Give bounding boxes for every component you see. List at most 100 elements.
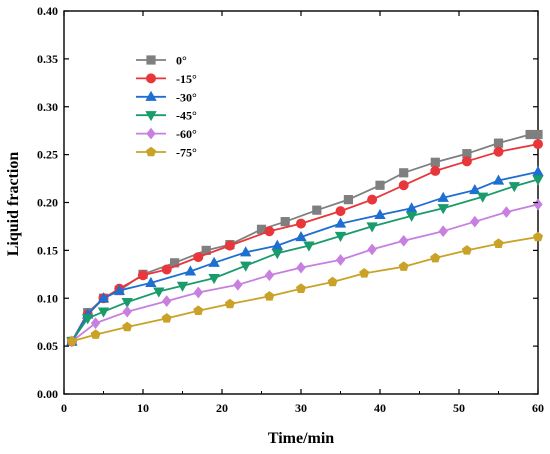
data-point — [264, 226, 275, 237]
data-point — [343, 195, 354, 205]
y-tick-label: 0.40 — [37, 4, 58, 18]
legend-label: 0° — [176, 54, 187, 68]
legend-item: -30° — [136, 90, 197, 104]
y-tick-label: 0.10 — [37, 291, 58, 305]
x-tick-label: 0 — [61, 401, 67, 415]
data-point — [327, 276, 338, 287]
data-point — [82, 314, 94, 325]
data-point — [374, 208, 386, 220]
y-tick-label: 0.15 — [37, 243, 58, 257]
legend-item: -45° — [136, 109, 197, 123]
data-point — [532, 175, 544, 186]
data-point — [240, 246, 252, 257]
data-point — [193, 286, 204, 299]
data-point — [312, 205, 322, 215]
data-point — [303, 241, 315, 252]
legend-label: -45° — [176, 109, 197, 123]
x-tick-label: 50 — [453, 401, 465, 415]
data-point — [208, 274, 220, 285]
legend-marker — [146, 55, 156, 65]
data-point — [399, 168, 409, 178]
data-point — [90, 329, 101, 339]
data-point — [161, 264, 172, 275]
legend-item: 0° — [136, 54, 187, 68]
data-point — [153, 287, 165, 298]
y-tick-label: 0.00 — [37, 387, 58, 401]
data-point — [280, 217, 290, 227]
data-point — [533, 139, 544, 150]
data-point — [295, 218, 306, 229]
legend-marker — [145, 146, 157, 157]
data-point — [137, 270, 148, 281]
data-point — [367, 194, 378, 205]
data-point — [430, 252, 441, 263]
x-tick-label: 20 — [216, 401, 228, 415]
data-point — [296, 261, 306, 274]
x-tick-label: 60 — [532, 401, 544, 415]
data-point — [437, 204, 449, 215]
data-point — [90, 317, 101, 329]
data-point — [532, 231, 544, 242]
y-tick-label: 0.35 — [37, 52, 58, 66]
data-point — [334, 231, 347, 243]
legend-marker — [145, 90, 157, 101]
legend-label: -30° — [176, 90, 197, 104]
data-point — [122, 321, 133, 332]
series-line — [71, 178, 539, 342]
y-tick-label: 0.30 — [37, 100, 58, 114]
data-point — [113, 284, 125, 295]
data-point — [224, 240, 235, 251]
data-point — [367, 243, 377, 256]
series-4 — [67, 198, 543, 348]
data-point — [335, 206, 346, 217]
data-point — [193, 305, 204, 315]
data-point — [97, 307, 110, 318]
plot-area-frame — [63, 10, 539, 395]
data-point — [469, 184, 481, 195]
data-point — [493, 146, 504, 157]
data-point — [264, 269, 275, 282]
data-point — [335, 254, 346, 266]
data-point — [398, 261, 409, 271]
data-point — [438, 225, 448, 238]
legend-item: -60° — [136, 127, 197, 141]
data-point — [145, 276, 157, 288]
data-point — [430, 157, 440, 167]
series-2 — [66, 165, 544, 346]
legend-marker — [145, 111, 157, 122]
data-point — [271, 249, 283, 260]
data-point — [430, 165, 441, 176]
data-point — [97, 292, 110, 303]
data-point — [224, 298, 235, 309]
data-point — [295, 283, 307, 293]
data-point — [66, 336, 77, 346]
y-axis-title: Liquid fraction — [5, 152, 22, 257]
data-point — [122, 305, 132, 318]
legend-item: -15° — [136, 72, 197, 86]
legend-item: -75° — [136, 146, 197, 160]
x-axis-title: Time/min — [268, 430, 334, 447]
legend-marker — [145, 73, 156, 84]
data-point — [501, 206, 512, 218]
legend-label: -15° — [176, 72, 197, 86]
series-3 — [66, 175, 544, 348]
data-point — [405, 211, 418, 222]
data-point — [366, 222, 378, 233]
data-point — [398, 180, 409, 191]
data-point — [398, 234, 409, 247]
data-point — [533, 129, 543, 140]
series-line — [71, 171, 539, 342]
data-point — [461, 245, 472, 255]
legend-label: -60° — [176, 127, 197, 141]
data-point — [193, 252, 204, 263]
y-tick-label: 0.25 — [37, 148, 58, 162]
data-point — [359, 268, 370, 278]
data-point — [233, 279, 243, 291]
legend-marker — [146, 127, 156, 140]
y-tick-label: 0.05 — [37, 339, 58, 353]
x-tick-label: 30 — [295, 401, 307, 415]
data-point — [477, 192, 489, 203]
data-point — [532, 165, 544, 176]
